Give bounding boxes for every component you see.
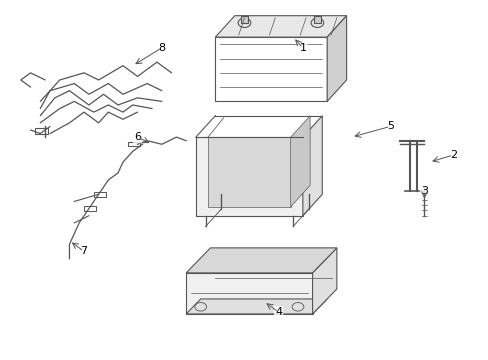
Text: 7: 7 xyxy=(81,247,87,256)
Text: 4: 4 xyxy=(274,307,282,317)
Text: 1: 1 xyxy=(299,43,305,53)
Bar xyxy=(94,192,106,197)
Polygon shape xyxy=(312,248,336,314)
Text: 5: 5 xyxy=(386,121,393,131)
Polygon shape xyxy=(240,16,248,23)
Bar xyxy=(35,128,47,134)
Bar xyxy=(84,206,96,211)
Text: 6: 6 xyxy=(134,132,141,142)
Text: 8: 8 xyxy=(158,43,165,53)
Polygon shape xyxy=(313,16,321,23)
Polygon shape xyxy=(207,137,290,207)
Polygon shape xyxy=(290,116,309,207)
Text: 3: 3 xyxy=(420,186,427,196)
Text: 2: 2 xyxy=(449,150,456,160)
Polygon shape xyxy=(186,299,326,314)
Polygon shape xyxy=(186,248,336,273)
Polygon shape xyxy=(302,116,322,216)
Bar xyxy=(127,142,140,146)
Polygon shape xyxy=(215,16,346,37)
Polygon shape xyxy=(196,137,302,216)
Polygon shape xyxy=(186,273,312,314)
Polygon shape xyxy=(326,16,346,102)
